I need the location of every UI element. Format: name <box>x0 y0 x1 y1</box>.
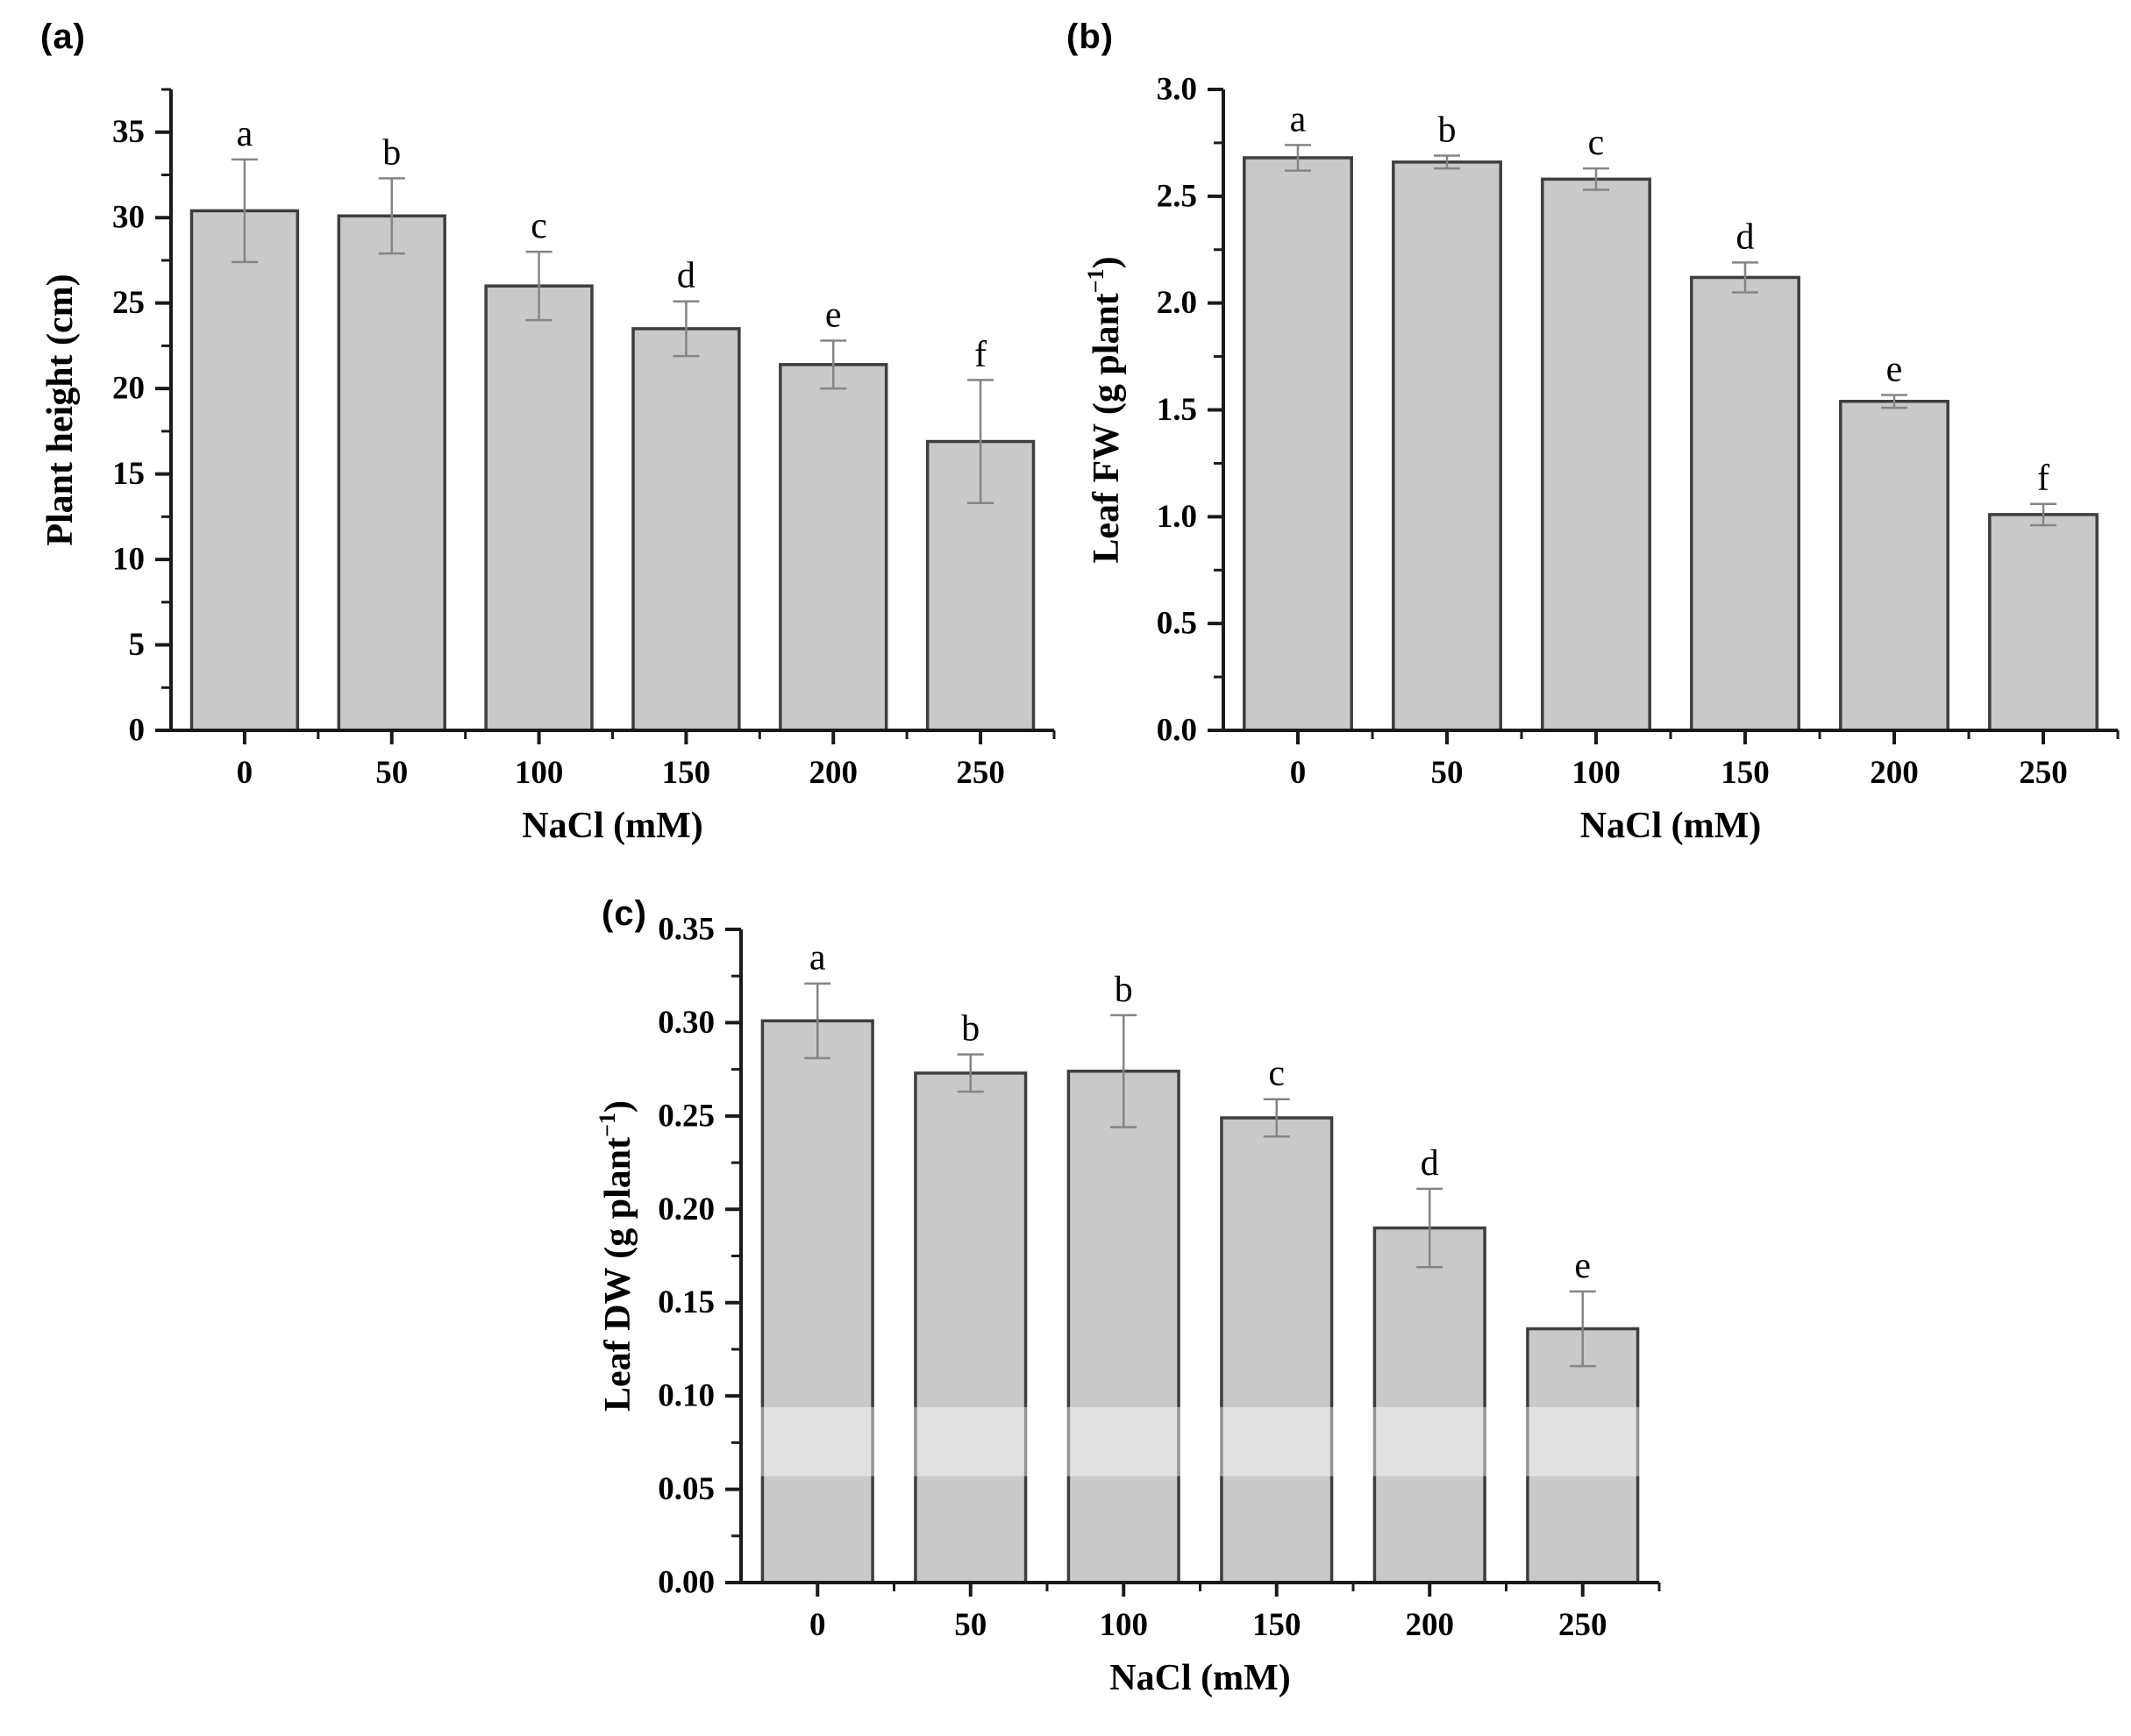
x-axis-title: NaCl (mM) <box>1580 806 1761 846</box>
bar <box>1066 1070 1180 1584</box>
y-tick-label: 3.0 <box>1157 72 1197 108</box>
bar <box>631 327 741 732</box>
y-tick-label: 20 <box>112 371 145 407</box>
y-tick-label: 0.5 <box>1157 606 1197 642</box>
sig-letter: e <box>1886 349 1903 389</box>
sig-letter: e <box>1574 1246 1591 1286</box>
x-tick-label: 200 <box>1406 1607 1455 1643</box>
bar <box>914 1071 1028 1584</box>
y-tick-label: 15 <box>112 456 145 492</box>
bar <box>1839 400 1949 732</box>
x-tick-label: 0 <box>1290 755 1307 791</box>
sig-letter: b <box>1115 970 1133 1010</box>
y-tick-label: 0.0 <box>1157 713 1197 749</box>
y-tick-label: 0.35 <box>658 912 715 948</box>
x-tick-label: 50 <box>954 1607 987 1643</box>
sig-letter: b <box>1438 110 1457 151</box>
y-tick-label: 1.0 <box>1157 499 1197 535</box>
sig-letter: b <box>382 132 401 173</box>
bar-chart-leaf-fw: a b c d e f 0.0 0.5 1.0 1.5 2.0 2.5 3.0 0 50 100 150 200 2… <box>1083 72 2120 846</box>
panel-label-c: (c) <box>602 894 647 933</box>
sig-letter: f <box>974 334 987 374</box>
x-axis-title: NaCl (mM) <box>522 806 702 846</box>
bar <box>189 209 300 732</box>
x-tick-label: 0 <box>809 1607 826 1643</box>
bar <box>1988 513 2099 732</box>
sig-letter: a <box>809 938 826 978</box>
x-tick-label: 0 <box>237 755 253 791</box>
y-tick-label: 35 <box>112 114 145 150</box>
bar <box>1526 1327 1640 1584</box>
bar-chart-plant-height: a b c d e f 0 5 10 15 20 25 30 35 0 50 100 150 200 250 NaCl … <box>40 88 1056 846</box>
y-axis-title: Plant height (cm) <box>40 274 81 545</box>
bar <box>484 284 594 732</box>
bar <box>337 214 446 732</box>
panel-label-a: (a) <box>40 18 86 56</box>
x-tick-label: 150 <box>1252 1607 1301 1643</box>
y-tick-label: 2.0 <box>1157 285 1197 321</box>
x-tick-label: 250 <box>2019 755 2068 791</box>
y-tick-label: 0.25 <box>658 1098 715 1134</box>
sig-letter: a <box>1290 99 1307 139</box>
y-tick-label: 30 <box>112 200 145 236</box>
y-tick-label: 0.20 <box>658 1192 715 1227</box>
sig-letter: d <box>1736 217 1755 257</box>
x-tick-label: 100 <box>1100 1607 1149 1643</box>
y-tick-label: 0.00 <box>658 1565 715 1601</box>
sig-letter: e <box>825 295 842 336</box>
sig-letter: a <box>237 114 253 154</box>
bar <box>760 1019 874 1584</box>
bar <box>1541 177 1651 732</box>
bar <box>1392 160 1502 732</box>
y-axis-title: Leaf DW (g plant−1) <box>595 1100 638 1412</box>
x-tick-label: 200 <box>809 755 859 791</box>
sig-letter: c <box>1268 1054 1285 1094</box>
y-tick-label: 2.5 <box>1157 178 1197 214</box>
x-tick-label: 200 <box>1870 755 1919 791</box>
x-tick-label: 150 <box>1721 755 1770 791</box>
panel-label-b: (b) <box>1066 18 1115 56</box>
y-tick-label: 1.5 <box>1157 392 1197 428</box>
sig-letter: d <box>677 256 695 296</box>
x-tick-label: 250 <box>1558 1607 1607 1643</box>
y-tick-label: 0.15 <box>658 1284 715 1320</box>
x-tick-label: 100 <box>515 755 564 791</box>
x-tick-label: 150 <box>662 755 711 791</box>
x-tick-label: 250 <box>956 755 1005 791</box>
bar <box>779 363 888 732</box>
panel-a: a b c d e f 0 5 10 15 20 25 30 35 0 50 100 150 200 250 NaCl … <box>26 16 1070 849</box>
y-tick-label: 0.30 <box>658 1005 715 1041</box>
panel-c: a b b c d e 0.00 0.05 0.10 0.15 0.20 0.25 0.30 0.35 0 5… <box>552 881 1693 1727</box>
light-band-artifact <box>743 1406 1659 1476</box>
sig-letter: b <box>961 1009 980 1049</box>
sig-letter: c <box>531 206 547 246</box>
sig-letter: f <box>2037 459 2049 499</box>
panel-b: a b c d e f 0.0 0.5 1.0 1.5 2.0 2.5 3.0 0 50 100 150 200 2… <box>1066 16 2128 849</box>
bar-chart-leaf-dw: a b b c d e 0.00 0.05 0.10 0.15 0.20 0.25 0.30 0.35 0 5… <box>595 912 1661 1698</box>
bar <box>1220 1116 1334 1584</box>
x-tick-label: 50 <box>375 755 408 791</box>
x-tick-label: 100 <box>1572 755 1621 791</box>
y-tick-label: 0.05 <box>658 1471 715 1507</box>
sig-letter: d <box>1421 1143 1439 1184</box>
y-axis-title: Leaf FW (g plant−1) <box>1083 256 1127 563</box>
x-tick-label: 50 <box>1431 755 1464 791</box>
x-axis-title: NaCl (mM) <box>1109 1658 1290 1698</box>
sig-letter: c <box>1588 123 1605 163</box>
bar <box>1243 156 1353 732</box>
y-tick-label: 5 <box>129 627 146 663</box>
bar <box>1690 275 1800 732</box>
y-tick-label: 25 <box>112 285 145 321</box>
bar <box>1372 1226 1486 1584</box>
y-tick-label: 10 <box>112 542 145 578</box>
y-tick-label: 0.10 <box>658 1378 715 1414</box>
y-tick-label: 0 <box>129 713 146 749</box>
